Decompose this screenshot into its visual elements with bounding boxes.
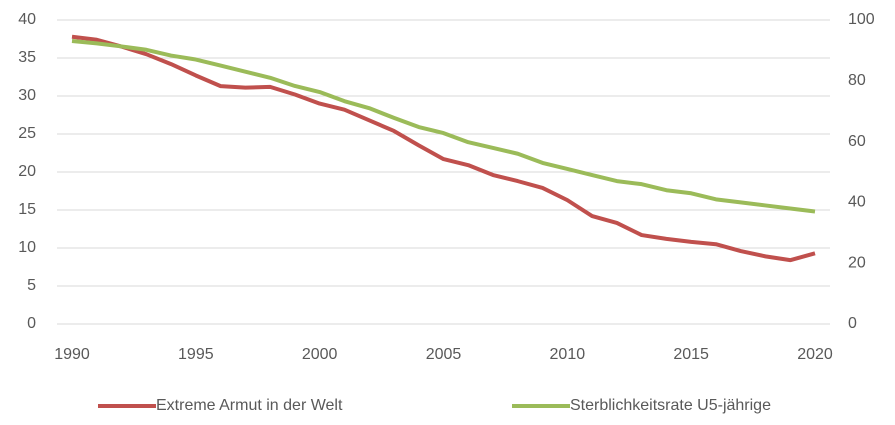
y-tick-label: 25 <box>18 125 36 142</box>
line-series <box>71 38 816 214</box>
y2-tick-label: 40 <box>848 194 866 211</box>
legend-label: Sterblichkeitsrate U5-jährige <box>570 397 771 414</box>
legend-label: Extreme Armut in der Welt <box>156 397 343 414</box>
x-tick-label: 2015 <box>673 346 709 363</box>
y-tick-label: 15 <box>18 201 36 218</box>
y-tick-label: 5 <box>27 277 36 294</box>
x-tick-label: 1990 <box>54 346 90 363</box>
x-tick-label: 2005 <box>426 346 462 363</box>
y2-tick-label: 80 <box>848 72 866 89</box>
y-tick-label: 40 <box>18 11 36 28</box>
y-tick-label: 0 <box>27 315 36 332</box>
y-tick-label: 35 <box>18 49 36 66</box>
x-tick-label: 2010 <box>550 346 586 363</box>
y2-tick-label: 60 <box>848 133 866 150</box>
x-tick-label: 2000 <box>302 346 338 363</box>
line-series <box>71 34 816 263</box>
y-tick-label: 10 <box>18 239 36 256</box>
y2-tick-label: 20 <box>848 254 866 271</box>
y-tick-label: 20 <box>18 163 36 180</box>
x-tick-label: 2020 <box>797 346 833 363</box>
y2-tick-label: 100 <box>848 11 875 28</box>
x-tick-label: 1995 <box>178 346 214 363</box>
y-tick-label: 30 <box>18 87 36 104</box>
y2-tick-label: 0 <box>848 315 857 332</box>
